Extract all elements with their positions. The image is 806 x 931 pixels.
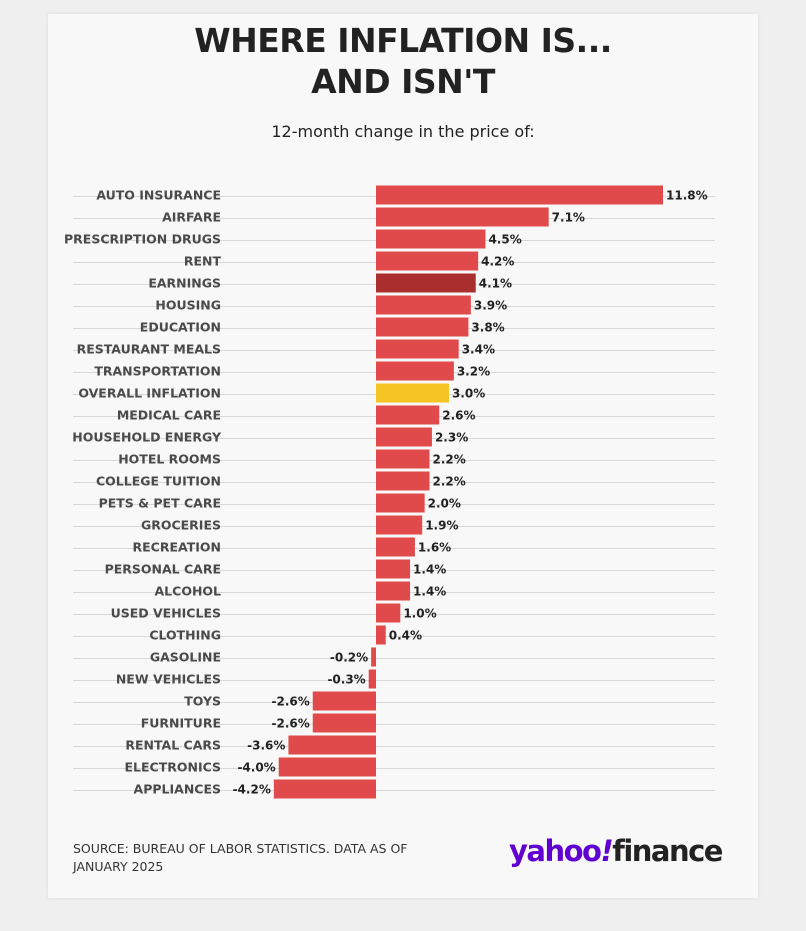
bar-auto-insurance [376,185,663,205]
title-line-1: WHERE INFLATION IS... [194,21,612,60]
category-label-rental-cars: RENTAL CARS [125,738,221,753]
category-label-housing: HOUSING [155,298,221,313]
category-label-used-vehicles: USED VEHICLES [111,606,221,621]
category-label-airfare: AIRFARE [162,210,221,225]
bar-appliances [273,779,376,799]
value-label-education: 3.8% [471,321,504,335]
value-label-toys: -2.6% [271,695,309,709]
value-label-prescription-drugs: 4.5% [488,233,521,247]
value-label-airfare: 7.1% [552,211,585,225]
bar-personal-care [376,559,411,579]
value-label-auto-insurance: 11.8% [666,189,708,203]
value-label-college-tuition: 2.2% [433,475,466,489]
category-label-transportation: TRANSPORTATION [94,364,221,379]
title-line-2: AND ISN'T [311,62,495,101]
value-label-electronics: -4.0% [237,761,275,775]
value-label-used-vehicles: 1.0% [403,607,436,621]
value-label-housing: 3.9% [474,299,507,313]
bar-furniture [312,713,376,733]
bar-toys [312,691,376,711]
value-label-new-vehicles: -0.3% [327,673,365,687]
bar-hotel-rooms [376,449,430,469]
yahoo-finance-logo: yahoo!finance [509,834,723,868]
category-label-earnings: EARNINGS [148,276,221,291]
bar-recreation [376,537,415,557]
value-label-gasoline: -0.2% [330,651,368,665]
category-label-restaurant-meals: RESTAURANT MEALS [77,342,221,357]
value-label-transportation: 3.2% [457,365,490,379]
bar-gasoline [371,647,376,667]
category-label-toys: TOYS [184,694,221,709]
chart-subtitle: 12-month change in the price of: [271,122,535,141]
value-label-pets-and-pet-care: 2.0% [428,497,461,511]
category-label-gasoline: GASOLINE [150,650,221,665]
value-label-overall-inflation: 3.0% [452,387,485,401]
value-label-medical-care: 2.6% [442,409,475,423]
value-label-hotel-rooms: 2.2% [433,453,466,467]
logo-exclamation: ! [600,834,613,868]
bar-new-vehicles [368,669,376,689]
value-label-groceries: 1.9% [425,519,458,533]
bar-used-vehicles [376,603,401,623]
category-label-pets-and-pet-care: PETS & PET CARE [99,496,221,511]
category-label-alcohol: ALCOHOL [155,584,222,599]
value-label-personal-care: 1.4% [413,563,446,577]
category-label-recreation: RECREATION [133,540,221,555]
category-label-overall-inflation: OVERALL INFLATION [78,386,221,401]
category-label-appliances: APPLIANCES [134,782,221,797]
category-label-prescription-drugs: PRESCRIPTION DRUGS [64,232,221,247]
bar-medical-care [376,405,440,425]
value-label-appliances: -4.2% [233,783,271,797]
bar-prescription-drugs [376,229,486,249]
value-label-rent: 4.2% [481,255,514,269]
category-label-auto-insurance: AUTO INSURANCE [96,188,221,203]
bar-transportation [376,361,454,381]
logo-finance-text: finance [612,834,723,868]
bar-rental-cars [288,735,376,755]
category-label-new-vehicles: NEW VEHICLES [116,672,221,687]
value-label-earnings: 4.1% [479,277,512,291]
value-label-furniture: -2.6% [271,717,309,731]
bar-electronics [278,757,376,777]
bar-rent [376,251,479,271]
category-label-furniture: FURNITURE [141,716,221,731]
value-label-restaurant-meals: 3.4% [462,343,495,357]
category-label-household-energy: HOUSEHOLD ENERGY [72,430,222,445]
category-label-personal-care: PERSONAL CARE [105,562,221,577]
bar-household-energy [376,427,432,447]
bar-housing [376,295,471,315]
bar-education [376,317,469,337]
value-label-rental-cars: -3.6% [247,739,285,753]
category-label-rent: RENT [184,254,222,269]
bar-groceries [376,515,423,535]
bar-pets-and-pet-care [376,493,425,513]
logo-yahoo-text: yahoo [509,834,602,868]
source-note: SOURCE: BUREAU OF LABOR STATISTICS. DATA… [73,841,408,874]
chart-title: WHERE INFLATION IS... AND ISN'T [0,20,806,102]
bar-airfare [376,207,549,227]
category-label-hotel-rooms: HOTEL ROOMS [118,452,221,467]
category-label-groceries: GROCERIES [141,518,221,533]
category-label-college-tuition: COLLEGE TUITION [96,474,221,489]
category-label-electronics: ELECTRONICS [124,760,221,775]
category-label-medical-care: MEDICAL CARE [117,408,221,423]
bar-restaurant-meals [376,339,459,359]
bar-overall-inflation [376,383,449,403]
bar-alcohol [376,581,411,601]
value-label-alcohol: 1.4% [413,585,446,599]
category-label-education: EDUCATION [140,320,221,335]
value-label-recreation: 1.6% [418,541,451,555]
value-label-household-energy: 2.3% [435,431,468,445]
category-label-clothing: CLOTHING [149,628,221,643]
bar-clothing [376,625,386,645]
bar-college-tuition [376,471,430,491]
bar-earnings [376,273,476,293]
value-label-clothing: 0.4% [389,629,422,643]
